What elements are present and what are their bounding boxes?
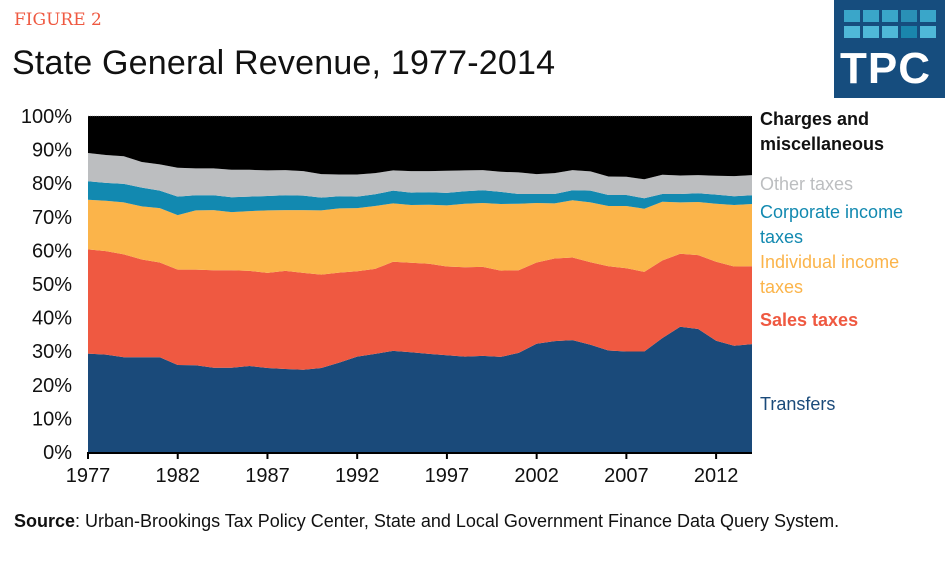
x-tick-label: 1997: [425, 465, 470, 487]
y-tick-label: 70%: [32, 207, 72, 229]
y-tick-label: 20%: [32, 375, 72, 397]
area-transfers: [88, 326, 752, 452]
area-individual-income-taxes: [88, 199, 752, 275]
y-tick-label: 40%: [32, 308, 72, 330]
legend-corporate-income-taxes: Corporate income taxes: [760, 202, 904, 247]
area-other-taxes: [88, 153, 752, 199]
source-note: Source: Urban-Brookings Tax Policy Cente…: [14, 510, 934, 533]
y-tick-label: 100%: [21, 106, 72, 128]
stacked-area-chart: 0%10%20%30%40%50%60%70%80%90%100% 1977 19…: [21, 106, 752, 487]
y-tick-label: 50%: [32, 274, 72, 296]
chart-title: State General Revenue, 1977-2014: [12, 44, 556, 82]
x-tick-label: 1992: [335, 465, 380, 487]
source-text: : Urban-Brookings Tax Policy Center, Sta…: [75, 511, 840, 531]
y-tick-label: 10%: [32, 408, 72, 430]
legend-transfers: Transfers: [760, 394, 836, 414]
y-axis: 0% 10% 20% 30% 40% 50% 60% 70% 80% 90% 100%: [21, 106, 72, 464]
legend-sales-taxes: Sales taxes: [760, 310, 859, 330]
x-tick-label: 1987: [245, 465, 290, 487]
area-corporate-income-taxes: [88, 181, 752, 216]
legend-other-taxes: Other taxes: [760, 174, 854, 194]
area-sales-taxes: [88, 249, 752, 370]
y-tick-label: 30%: [32, 341, 72, 363]
source-label: Source: [14, 511, 76, 531]
area-charges-and-miscellaneous: [88, 116, 752, 180]
x-tick-label: 2007: [604, 465, 649, 487]
legend-individual-income-taxes: Individual income taxes: [760, 252, 900, 297]
y-tick-label: 80%: [32, 173, 72, 195]
areas-group: [88, 115, 752, 452]
x-tick-label: 1982: [155, 465, 200, 487]
y-tick-label: 60%: [32, 240, 72, 262]
x-tick-label: 2012: [694, 465, 739, 487]
x-tick-label: 2002: [514, 465, 559, 487]
figure-label: FIGURE 2: [14, 10, 102, 30]
x-axis: 1977 1982 1987 1992 1997 2002 2007 2012: [66, 452, 752, 487]
legend-charges-and-miscellaneous: Charges and miscellaneous: [760, 109, 885, 154]
y-tick-label: 90%: [32, 140, 72, 162]
x-tick-label: 1977: [66, 465, 111, 487]
logo-text: TPC: [840, 44, 931, 93]
tpc-logo: TPC: [834, 0, 945, 98]
y-tick-label: 0%: [43, 442, 72, 464]
